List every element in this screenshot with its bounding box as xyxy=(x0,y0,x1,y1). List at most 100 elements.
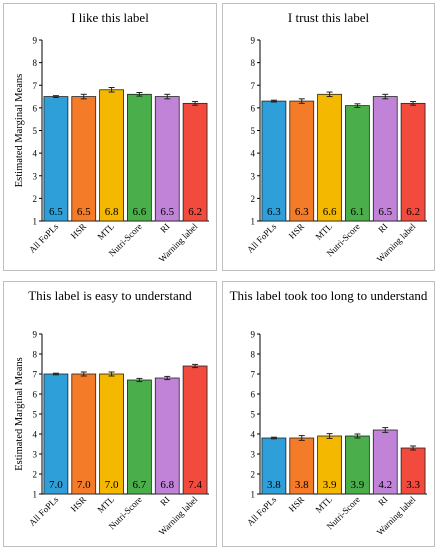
x-tick-label: HSR xyxy=(287,221,306,240)
y-tick-label: 2 xyxy=(251,470,256,480)
y-tick-label: 5 xyxy=(251,410,256,420)
y-tick-label: 3 xyxy=(33,171,38,181)
chart-title: I trust this label xyxy=(287,10,370,25)
bar-value-label: 6.5 xyxy=(49,206,63,218)
y-tick-label: 1 xyxy=(33,217,38,227)
bar-value-label: 7.0 xyxy=(105,479,119,491)
chart-panel-too-long: This label took too long to understand 1… xyxy=(222,281,435,547)
chart-title: I like this label xyxy=(71,10,149,25)
y-tick-label: 7 xyxy=(251,370,256,380)
y-tick-label: 8 xyxy=(251,58,256,68)
bar xyxy=(372,96,398,222)
bar-value-label: 7.4 xyxy=(188,479,202,491)
y-tick-label: 3 xyxy=(251,450,256,460)
bar xyxy=(154,377,180,495)
bar xyxy=(400,102,426,222)
bar-value-label: 6.5 xyxy=(378,206,392,218)
bar-value-label: 6.2 xyxy=(188,206,202,218)
bar xyxy=(99,89,124,222)
y-tick-label: 8 xyxy=(251,350,256,360)
bar-value-label: 6.1 xyxy=(351,206,365,218)
y-tick-label: 9 xyxy=(33,36,38,46)
y-tick-label: 1 xyxy=(251,490,256,500)
x-tick-label: HSR xyxy=(69,221,88,240)
y-tick-label: 6 xyxy=(251,390,256,400)
y-tick-label: 2 xyxy=(33,194,38,204)
bar-value-label: 6.3 xyxy=(267,206,281,218)
bar xyxy=(154,96,180,222)
bar-value-label: 6.7 xyxy=(133,479,147,491)
bar-value-label: 7.0 xyxy=(49,479,63,491)
y-tick-label: 6 xyxy=(251,103,256,113)
y-tick-label: 2 xyxy=(251,194,256,204)
x-tick-label: RI xyxy=(158,221,171,234)
y-tick-label: 4 xyxy=(33,149,38,159)
y-tick-label: 6 xyxy=(33,103,38,113)
bar xyxy=(99,373,124,495)
x-tick-label: MTL xyxy=(95,494,116,515)
bar xyxy=(182,365,208,495)
bar-value-label: 3.8 xyxy=(267,479,281,491)
x-tick-label: RI xyxy=(376,494,389,507)
y-tick-label: 2 xyxy=(33,470,38,480)
x-tick-label: MTL xyxy=(95,221,116,242)
bar-value-label: 6.5 xyxy=(160,206,174,218)
x-tick-label: MTL xyxy=(313,494,334,515)
bar-value-label: 3.3 xyxy=(406,479,420,491)
bar-value-label: 6.6 xyxy=(323,206,337,218)
y-tick-label: 9 xyxy=(251,36,256,46)
bar-value-label: 6.3 xyxy=(295,206,309,218)
bar-value-label: 3.9 xyxy=(323,479,337,491)
y-tick-label: 5 xyxy=(33,410,38,420)
y-tick-label: 9 xyxy=(33,330,38,340)
bar-value-label: 3.8 xyxy=(295,479,309,491)
y-tick-label: 7 xyxy=(251,81,256,91)
bar xyxy=(71,373,97,495)
y-tick-label: 5 xyxy=(251,126,256,136)
chart-panel-trust: I trust this label 1 2 3 4 5 6 7 8 9 6.3 All FoPLs… xyxy=(222,3,435,271)
y-tick-label: 8 xyxy=(33,350,38,360)
bar-value-label: 6.8 xyxy=(160,479,174,491)
y-tick-label: 4 xyxy=(33,430,38,440)
y-tick-label: 7 xyxy=(33,370,38,380)
bar xyxy=(182,102,208,222)
y-tick-label: 4 xyxy=(251,149,256,159)
x-tick-label: MTL xyxy=(313,221,334,242)
x-tick-label: HSR xyxy=(69,494,88,513)
y-tick-label: 9 xyxy=(251,330,256,340)
bar xyxy=(317,93,342,222)
y-tick-label: 6 xyxy=(33,390,38,400)
y-axis-label: Estimated Marginal Means xyxy=(14,357,25,471)
chart-panel-easy: This label is easy to understand 1 2 3 4 5 6 7… xyxy=(3,281,217,547)
bar xyxy=(43,96,69,222)
bar xyxy=(345,105,370,222)
y-axis-label: Estimated Marginal Means xyxy=(14,74,25,188)
bar xyxy=(289,100,315,222)
y-tick-label: 3 xyxy=(33,450,38,460)
bar-value-label: 7.0 xyxy=(77,479,91,491)
bar-value-label: 4.2 xyxy=(378,479,392,491)
x-tick-label: RI xyxy=(158,494,171,507)
y-tick-label: 8 xyxy=(33,58,38,68)
bar-value-label: 6.2 xyxy=(406,206,420,218)
bar xyxy=(71,96,97,222)
chart-title: This label is easy to understand xyxy=(28,288,192,303)
bar xyxy=(127,379,152,495)
x-tick-label: RI xyxy=(376,221,389,234)
bar xyxy=(127,93,152,222)
y-tick-label: 5 xyxy=(33,126,38,136)
y-tick-label: 1 xyxy=(33,490,38,500)
bar-value-label: 3.9 xyxy=(351,479,365,491)
bar-value-label: 6.8 xyxy=(105,206,119,218)
y-tick-label: 7 xyxy=(33,81,38,91)
bar-value-label: 6.5 xyxy=(77,206,91,218)
bar xyxy=(261,100,287,222)
x-tick-label: HSR xyxy=(287,494,306,513)
bar-value-label: 6.6 xyxy=(133,206,147,218)
chart-panel-like: I like this label 1 2 3 4 5 6 7 8 9 Estimated Mar… xyxy=(3,3,217,271)
bar xyxy=(43,373,69,495)
